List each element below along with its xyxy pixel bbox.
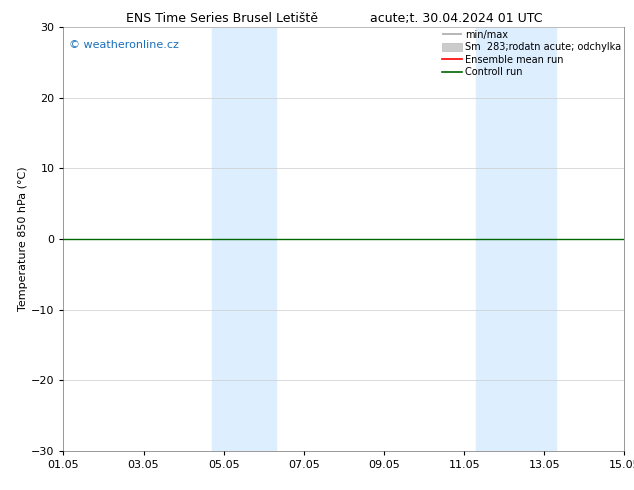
Bar (212, 27, 276, 451)
Text: ENS Time Series Brusel Letiště: ENS Time Series Brusel Letiště (126, 12, 318, 25)
Bar (476, 27, 557, 451)
Text: © weatheronline.cz: © weatheronline.cz (69, 40, 179, 49)
Legend: min/max, Sm  283;rodatn acute; odchylka, Ensemble mean run, Controll run: min/max, Sm 283;rodatn acute; odchylka, … (440, 28, 623, 79)
Y-axis label: Temperature 850 hPa (°C): Temperature 850 hPa (°C) (18, 167, 28, 311)
Text: acute;t. 30.04.2024 01 UTC: acute;t. 30.04.2024 01 UTC (370, 12, 543, 25)
